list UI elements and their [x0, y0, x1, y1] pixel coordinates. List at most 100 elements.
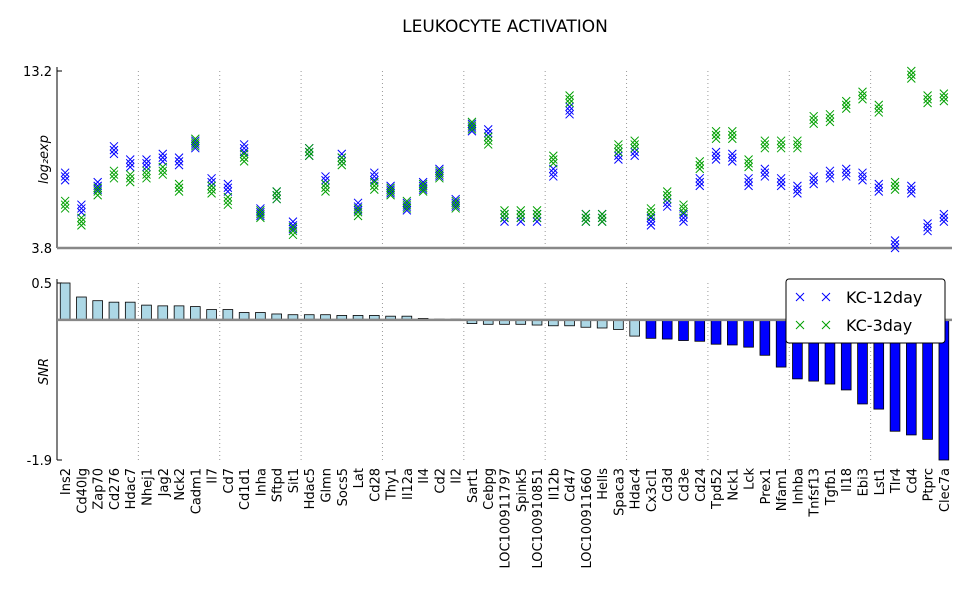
x-tick-label: Spaca3	[612, 468, 627, 516]
marker	[760, 172, 770, 181]
x-tick-label: Ins2	[59, 468, 74, 495]
marker	[142, 170, 151, 179]
marker	[646, 207, 656, 217]
marker	[858, 94, 867, 104]
marker	[109, 173, 119, 183]
marker	[142, 155, 151, 164]
x-tick-label: Lat	[352, 468, 367, 488]
marker	[890, 177, 900, 187]
x-tick-label: Cd1d1	[238, 468, 253, 510]
marker	[906, 181, 916, 191]
marker	[727, 153, 737, 162]
marker	[60, 200, 70, 210]
marker	[516, 217, 526, 226]
marker	[142, 162, 151, 172]
x-tick-label: Il12b	[547, 468, 562, 500]
marker	[288, 226, 298, 236]
marker	[614, 147, 623, 157]
marker	[500, 213, 509, 223]
chart-title: LEUKOCYTE ACTIVATION	[402, 17, 608, 37]
marker	[727, 157, 737, 166]
marker	[386, 190, 395, 200]
marker	[679, 200, 688, 210]
marker	[337, 160, 347, 170]
marker	[467, 117, 477, 127]
marker	[793, 140, 802, 149]
marker	[841, 164, 851, 174]
marker	[109, 170, 119, 179]
marker	[532, 205, 542, 215]
marker	[483, 132, 493, 142]
bar	[108, 301, 120, 321]
marker	[809, 111, 819, 121]
x-tick-label: Lck	[743, 468, 758, 490]
x-tick-label: Glmn	[320, 468, 335, 503]
marker	[711, 147, 721, 157]
x-tick-label: Cd28	[368, 468, 383, 502]
x-tick-label: LOC100911660	[580, 468, 595, 569]
marker	[109, 141, 119, 151]
x-tick-label: Socs5	[336, 468, 351, 506]
x-tick-label: Hdac4	[629, 468, 644, 509]
x-tick-label: Clec7a	[938, 468, 953, 512]
marker	[695, 181, 705, 191]
x-tick-label: Cd276	[108, 468, 123, 510]
x-tick-label: Ptprc	[922, 468, 937, 501]
bar	[190, 306, 201, 321]
x-tick-label: Cd3e	[678, 468, 693, 502]
marker	[174, 179, 184, 189]
marker	[125, 155, 135, 164]
marker	[939, 217, 949, 226]
legend-marker	[795, 292, 831, 302]
x-tick-label: Tnfsf13	[808, 468, 823, 518]
marker	[711, 130, 721, 140]
bar	[222, 309, 234, 321]
marker	[321, 179, 330, 189]
marker	[890, 243, 900, 253]
x-tick-label: Il12a	[401, 468, 416, 500]
y-axis-label: log₂exp	[37, 135, 52, 184]
x-tick-label: Hells	[596, 468, 611, 500]
marker	[614, 151, 623, 161]
marker	[858, 172, 867, 181]
marker	[207, 177, 216, 187]
marker	[125, 170, 135, 179]
marker	[776, 136, 786, 146]
marker	[353, 207, 363, 217]
marker	[614, 140, 623, 149]
marker	[662, 190, 672, 200]
y-axis-label: SNR	[37, 358, 52, 385]
marker	[516, 205, 526, 215]
marker	[174, 187, 184, 196]
marker	[548, 158, 558, 168]
marker	[77, 200, 86, 210]
marker	[207, 181, 216, 191]
marker	[467, 125, 477, 134]
marker	[77, 217, 86, 226]
bar	[141, 304, 152, 321]
marker	[662, 198, 672, 208]
marker	[256, 205, 265, 215]
marker	[597, 217, 607, 226]
marker	[825, 173, 835, 183]
marker	[321, 183, 330, 193]
bar	[678, 319, 689, 341]
x-tick-label: Hdac7	[124, 468, 139, 509]
x-tick-label: Nfam1	[775, 468, 790, 511]
marker	[321, 172, 330, 181]
marker	[890, 236, 900, 245]
marker	[190, 141, 200, 151]
marker	[825, 109, 835, 119]
bar	[661, 319, 673, 340]
marker	[711, 126, 721, 136]
marker	[60, 196, 70, 206]
x-tick-label: Il18	[840, 468, 855, 492]
bar	[206, 309, 217, 321]
marker	[174, 153, 184, 162]
marker	[142, 173, 151, 183]
marker	[109, 145, 119, 155]
bar	[775, 319, 787, 368]
marker	[190, 138, 200, 147]
marker	[174, 160, 184, 170]
marker	[858, 91, 867, 100]
